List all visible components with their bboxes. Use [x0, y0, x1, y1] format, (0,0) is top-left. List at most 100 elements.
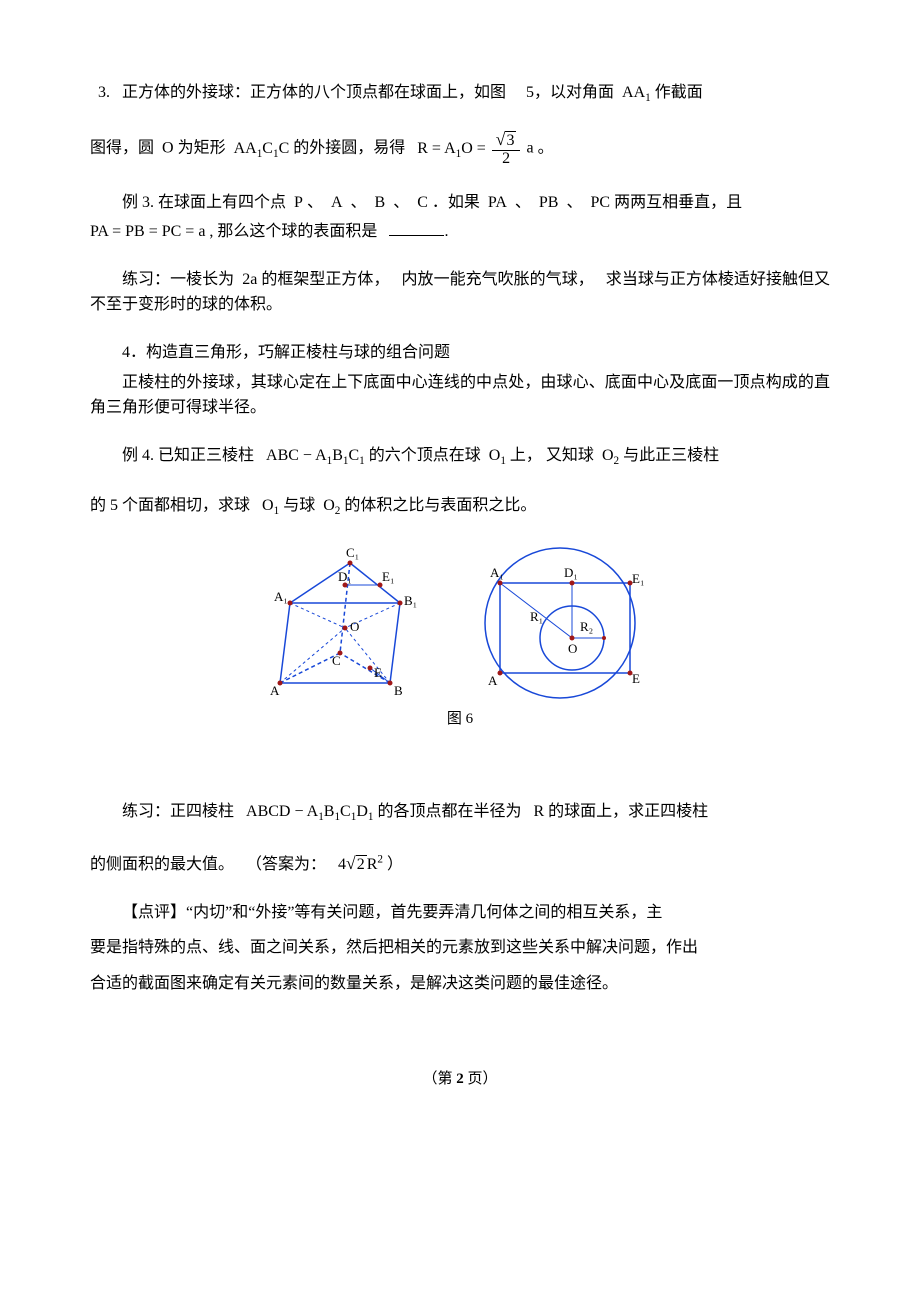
ex3-t2: ．如果 [432, 194, 480, 211]
pa-t2: 的框架型正方体， [261, 271, 389, 288]
figure6: C₁ A₁ B₁ D₁ E₁ O A B C E [90, 543, 830, 731]
sec3-aa1: AA1 [622, 84, 651, 101]
svg-text:C: C [332, 653, 341, 668]
svg-text:D₁: D₁ [564, 565, 578, 580]
svg-text:O: O [568, 641, 577, 656]
ex4-t2: 的六个顶点在球 [369, 447, 481, 464]
sec3-l2b: 为矩形 [178, 140, 226, 157]
svg-text:E: E [374, 665, 382, 680]
ex3-t3: 两两互相垂直，且 [614, 194, 742, 211]
pa-t1: 一棱长为 [170, 271, 234, 288]
ex4-line2: 的 5 个面都相切，求球 O1 与球 O2 的体积之比与表面积之比。 [90, 493, 830, 521]
practice-b-l2: 的侧面积的最大值。 （答案为： 4√2R2 ） [90, 849, 830, 878]
svg-text:A: A [488, 673, 498, 688]
ex4-t3: 上， 又知球 [510, 447, 594, 464]
svg-text:B: B [394, 683, 403, 698]
ex4-five: 5 [110, 497, 118, 514]
pa-t3: 内放一能充气吹胀的气球， [402, 271, 594, 288]
svg-text:R₁: R₁ [530, 609, 543, 624]
ex3-B: B [375, 194, 386, 211]
footer-l: （第 [422, 1071, 456, 1087]
ex3-PA: PA [488, 194, 507, 211]
ex3-line2: PA = PB = PC = a , 那么这个球的表面积是 . [90, 219, 830, 245]
svg-text:O: O [350, 619, 359, 634]
ex3-period: . [444, 223, 448, 240]
sec4-t: 构造直三角形，巧解正棱柱与球的组合问题 [146, 344, 450, 361]
pb-ans-close: ） [387, 856, 403, 873]
sec3-num: 3. [98, 84, 110, 101]
comment-label: 【点评】 [122, 904, 186, 921]
pb-ans-label: （答案为： [246, 856, 326, 873]
ex4-O2b: O2 [323, 497, 340, 514]
fig6-right: A₁ D₁ E₁ A E R₁ R₂ O [485, 548, 644, 698]
sec3-t1: 正方体的外接球：正方体的八个顶点都在球面上，如图 [122, 84, 506, 101]
comment-p1: 【点评】“内切”和“外接”等有关问题，首先要弄清几何体之间的相互关系，主 [90, 900, 830, 926]
ex3-line1: 例 3. 在球面上有四个点 P 、 A 、 B 、 C ．如果 PA 、 PB … [90, 190, 830, 216]
section3-para2: 图得，圆 O 为矩形 AA1C1C 的外接圆，易得 R = A1O = √3 2… [90, 130, 830, 168]
pa-val: 2a [242, 271, 257, 288]
pa-label: 练习： [122, 271, 170, 288]
figure6-svg: C₁ A₁ B₁ D₁ E₁ O A B C E [250, 543, 670, 703]
sec4-body: 正棱柱的外接球，其球心定在上下底面中心连线的中点处，由球心、底面中心及底面一顶点… [90, 370, 830, 421]
sec3-t2: ，以对角面 [534, 84, 614, 101]
fig6-left: C₁ A₁ B₁ D₁ E₁ O A B C E [270, 545, 417, 698]
ex3-A: A [331, 194, 343, 211]
sec3-l2c: 的外接圆，易得 [293, 140, 405, 157]
ex3-label: 例 3. [122, 194, 154, 211]
sec4-num: 4． [122, 344, 146, 361]
practice-a: 练习：一棱长为 2a 的框架型正方体， 内放一能充气吹胀的气球， 求当球与正方体… [90, 267, 830, 318]
ex4-l2d: 的体积之比与表面积之比。 [344, 497, 536, 514]
svg-text:D₁: D₁ [338, 569, 352, 584]
c-p1: “内切”和“外接”等有关问题，首先要弄清几何体之间的相互关系，主 [186, 904, 662, 921]
fig6-caption: 图 6 [90, 707, 830, 731]
ex4-l2b: 个面都相切，求球 [122, 497, 250, 514]
ex4-O1a: O1 [489, 447, 506, 464]
sec3-a: a [526, 140, 533, 157]
ex4-O2a: O2 [602, 447, 619, 464]
pb-label: 练习： [122, 803, 170, 820]
sec4-title: 4．构造直三角形，巧解正棱柱与球的组合问题 [90, 340, 830, 366]
sec3-rect: AA1C1C [234, 140, 290, 157]
pb-prism: ABCD − A1B1C1D1 [246, 803, 373, 820]
ex4-line1: 例 4. 已知正三棱柱 ABC − A1B1C1 的六个顶点在球 O1 上， 又… [90, 443, 830, 471]
ex3-PB: PB [539, 194, 559, 211]
s2: 、 [351, 194, 367, 211]
sec3-O: O [162, 140, 174, 157]
pb-t2: 的各顶点都在半径为 [377, 803, 521, 820]
svg-text:R₂: R₂ [580, 619, 593, 634]
ex4-prism: ABC − A1B1C1 [266, 447, 365, 464]
svg-text:E: E [632, 671, 640, 686]
ex4-l2c: 与球 [283, 497, 315, 514]
footer-r: 页） [464, 1071, 498, 1087]
comment-p2: 要是指特殊的点、线、面之间关系，然后把相关的元素放到这些关系中解决问题，作出 [90, 935, 830, 961]
pb-t1: 正四棱柱 [170, 803, 234, 820]
sec3-t3: 作截面 [655, 84, 703, 101]
blank-fill [389, 219, 444, 236]
svg-text:A: A [270, 683, 280, 698]
sec3-fignum: 5 [526, 84, 534, 101]
svg-text:E₁: E₁ [632, 571, 644, 586]
s4: 、 [515, 194, 531, 211]
pb-R: R [533, 803, 544, 820]
sec3-period: 。 [538, 140, 554, 157]
pb-ans: 4√2R2 [338, 856, 383, 873]
practice-b-l1: 练习：正四棱柱 ABCD − A1B1C1D1 的各顶点都在半径为 R 的球面上… [90, 799, 830, 827]
ex3-C: C [417, 194, 428, 211]
pb-t3: 的球面上，求正四棱柱 [548, 803, 708, 820]
sec3-l2a: 图得，圆 [90, 140, 154, 157]
comment-p3: 合适的截面图来确定有关元素间的数量关系，是解决这类问题的最佳途径。 [90, 971, 830, 997]
ex4-O1b: O1 [262, 497, 279, 514]
section3-para1: 3. 正方体的外接球：正方体的八个顶点都在球面上，如图 5，以对角面 AA1 作… [90, 80, 830, 108]
ex3-t4: , 那么这个球的表面积是 [209, 223, 377, 240]
ex4-label: 例 4. [122, 447, 154, 464]
footer-page: 2 [456, 1071, 464, 1087]
gap [90, 739, 830, 799]
ex4-t1: 已知正三棱柱 [158, 447, 254, 464]
ex3-PC: PC [591, 194, 611, 211]
s3: 、 [393, 194, 409, 211]
s1: 、 [307, 194, 323, 211]
svg-text:A₁: A₁ [274, 589, 288, 604]
ex3-P: P [294, 194, 303, 211]
s5: 、 [566, 194, 582, 211]
svg-text:B₁: B₁ [404, 593, 417, 608]
